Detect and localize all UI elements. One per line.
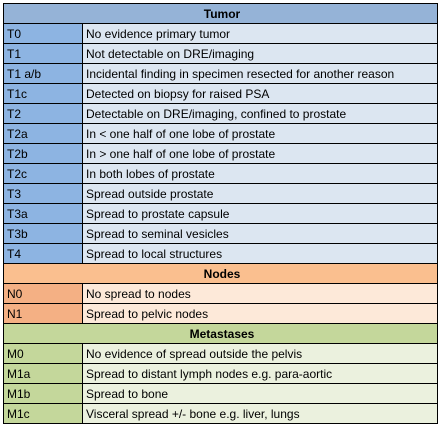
tumor-row: T1 a/b Incidental finding in specimen re… [3,63,439,84]
metastases-row: M1a Spread to distant lymph nodes e.g. p… [3,363,439,384]
stage-description: In both lobes of prostate [81,163,439,184]
metastases-section-header-row: Metastases [2,323,439,344]
tumor-row: T2a In < one half of one lobe of prostat… [3,123,439,144]
stage-code: M1a [3,363,83,384]
stage-code: T1 [3,43,83,64]
stage-description: Incidental finding in specimen resected … [81,63,439,84]
stage-description: Spread outside prostate [81,183,439,204]
stage-description: Spread to distant lymph nodes e.g. para-… [81,363,439,384]
tnm-staging-table: Tumor T0 No evidence primary tumor T1 No… [2,3,439,424]
tumor-row: T2c In both lobes of prostate [3,163,439,184]
tumor-section-heading: Tumor [2,3,439,24]
stage-code: T2a [3,123,83,144]
stage-description: No evidence of spread outside the pelvis [81,343,439,364]
stage-code: T3 [3,183,83,204]
stage-description: No spread to nodes [81,283,439,304]
stage-description: No evidence primary tumor [81,23,439,44]
stage-description: In > one half of one lobe of prostate [81,143,439,164]
stage-description: Spread to seminal vesicles [81,223,439,244]
tumor-row: T3a Spread to prostate capsule [3,203,439,224]
stage-code: M0 [3,343,83,364]
stage-code: M1c [3,403,83,424]
metastases-section-heading: Metastases [2,323,439,344]
tumor-row: T3 Spread outside prostate [3,183,439,204]
stage-code: T2c [3,163,83,184]
stage-description: Spread to prostate capsule [81,203,439,224]
metastases-row: M1b Spread to bone [3,383,439,404]
nodes-section-heading: Nodes [2,263,439,284]
stage-code: T2 [3,103,83,124]
tumor-row: T1 Not detectable on DRE/imaging [3,43,439,64]
metastases-row: M0 No evidence of spread outside the pel… [3,343,439,364]
stage-description: Spread to local structures [81,243,439,264]
tumor-row: T1c Detected on biopsy for raised PSA [3,83,439,104]
tumor-row: T0 No evidence primary tumor [3,23,439,44]
tumor-section-header-row: Tumor [2,3,439,24]
stage-code: T1 a/b [3,63,83,84]
stage-code: T3a [3,203,83,224]
stage-description: Spread to bone [81,383,439,404]
stage-code: T3b [3,223,83,244]
nodes-section-header-row: Nodes [2,263,439,284]
stage-code: M1b [3,383,83,404]
stage-code: T1c [3,83,83,104]
tumor-row: T2b In > one half of one lobe of prostat… [3,143,439,164]
tnm-table-body: Tumor T0 No evidence primary tumor T1 No… [2,3,439,424]
tumor-row: T4 Spread to local structures [3,243,439,264]
nodes-row: N0 No spread to nodes [3,283,439,304]
stage-description: Detected on biopsy for raised PSA [81,83,439,104]
stage-code: T2b [3,143,83,164]
stage-description: Visceral spread +/- bone e.g. liver, lun… [81,403,439,424]
tumor-row: T3b Spread to seminal vesicles [3,223,439,244]
stage-description: Detectable on DRE/imaging, confined to p… [81,103,439,124]
stage-code: T0 [3,23,83,44]
metastases-row: M1c Visceral spread +/- bone e.g. liver,… [3,403,439,424]
stage-code: N1 [3,303,83,324]
tumor-row: T2 Detectable on DRE/imaging, confined t… [3,103,439,124]
stage-code: T4 [3,243,83,264]
stage-code: N0 [3,283,83,304]
stage-description: Not detectable on DRE/imaging [81,43,439,64]
nodes-row: N1 Spread to pelvic nodes [3,303,439,324]
stage-description: In < one half of one lobe of prostate [81,123,439,144]
stage-description: Spread to pelvic nodes [81,303,439,324]
